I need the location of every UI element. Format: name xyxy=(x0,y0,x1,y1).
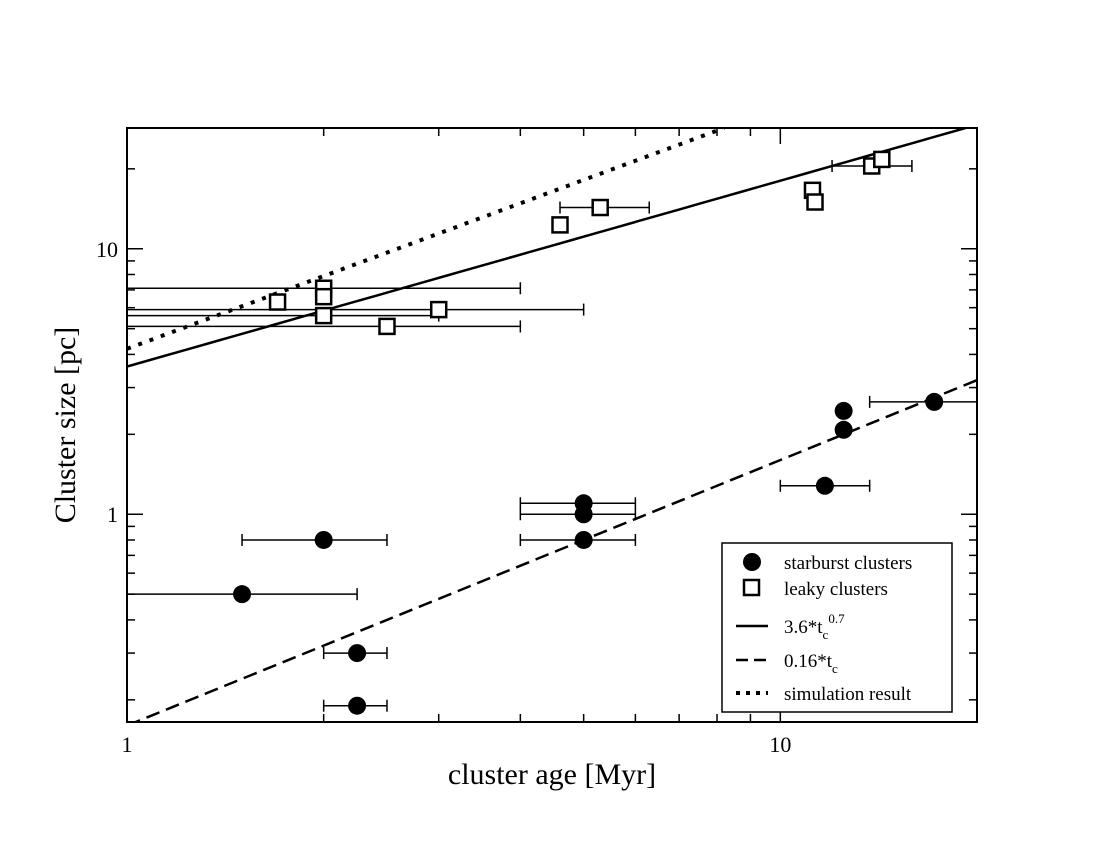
legend-label-leaky: leaky clusters xyxy=(784,579,888,600)
starburst-cluster-point xyxy=(233,585,252,604)
starburst-cluster-point xyxy=(834,420,853,439)
legend-power-fit-text: 3.6*t xyxy=(784,617,823,638)
y-tick-label: 10 xyxy=(96,237,118,262)
legend-symbol-leaky xyxy=(742,578,761,597)
leaky-cluster-point xyxy=(314,306,333,325)
legend-label-simulation: simulation result xyxy=(784,684,912,705)
starburst-cluster-point xyxy=(925,392,944,411)
data-markers xyxy=(233,150,944,715)
linear-fit-line xyxy=(132,378,977,722)
leaky-cluster-point xyxy=(378,317,396,336)
legend-label-power-fit: 3.6*tc0.7 xyxy=(784,611,845,642)
legend-label-linear-fit: 0.16*tc xyxy=(784,651,838,676)
starburst-cluster-point xyxy=(348,696,367,715)
legend-symbol-starburst xyxy=(743,553,761,571)
leaky-cluster-point xyxy=(268,293,287,311)
starburst-cluster-point xyxy=(834,401,853,420)
leaky-cluster-point xyxy=(591,198,609,217)
legend-linear-fit-sub: c xyxy=(832,661,838,676)
legend-label-starburst: starburst clusters xyxy=(784,553,912,574)
leaky-cluster-point xyxy=(806,193,824,211)
legend-power-fit-sub: c xyxy=(823,627,829,642)
y-tick-label: 1 xyxy=(107,502,118,527)
starburst-cluster-point xyxy=(574,530,593,549)
starburst-cluster-point xyxy=(574,505,593,524)
starburst-cluster-point xyxy=(815,476,834,495)
simulation-result-line xyxy=(127,128,725,351)
legend-box xyxy=(721,542,953,713)
power-law-fit-line xyxy=(127,128,971,368)
leaky-cluster-point xyxy=(551,216,569,234)
plot-frame xyxy=(126,127,978,723)
leaky-cluster-point xyxy=(314,287,333,306)
y-axis-title: Cluster size [pc] xyxy=(49,327,82,524)
axis-ticks: 1 10 1 10 xyxy=(96,128,978,757)
x-tick-label: 1 xyxy=(122,732,133,757)
starburst-cluster-point xyxy=(348,644,367,663)
leaky-cluster-point xyxy=(429,300,448,319)
x-tick-label: 10 xyxy=(769,732,791,757)
x-axis-title: cluster age [Myr] xyxy=(448,758,656,791)
leaky-cluster-point xyxy=(873,150,891,169)
legend-power-fit-sup: 0.7 xyxy=(828,611,845,626)
starburst-cluster-point xyxy=(314,530,333,549)
legend-linear-fit-text: 0.16*t xyxy=(784,651,833,672)
legend: starburst clusters leaky clusters 3.6*tc… xyxy=(721,542,953,713)
